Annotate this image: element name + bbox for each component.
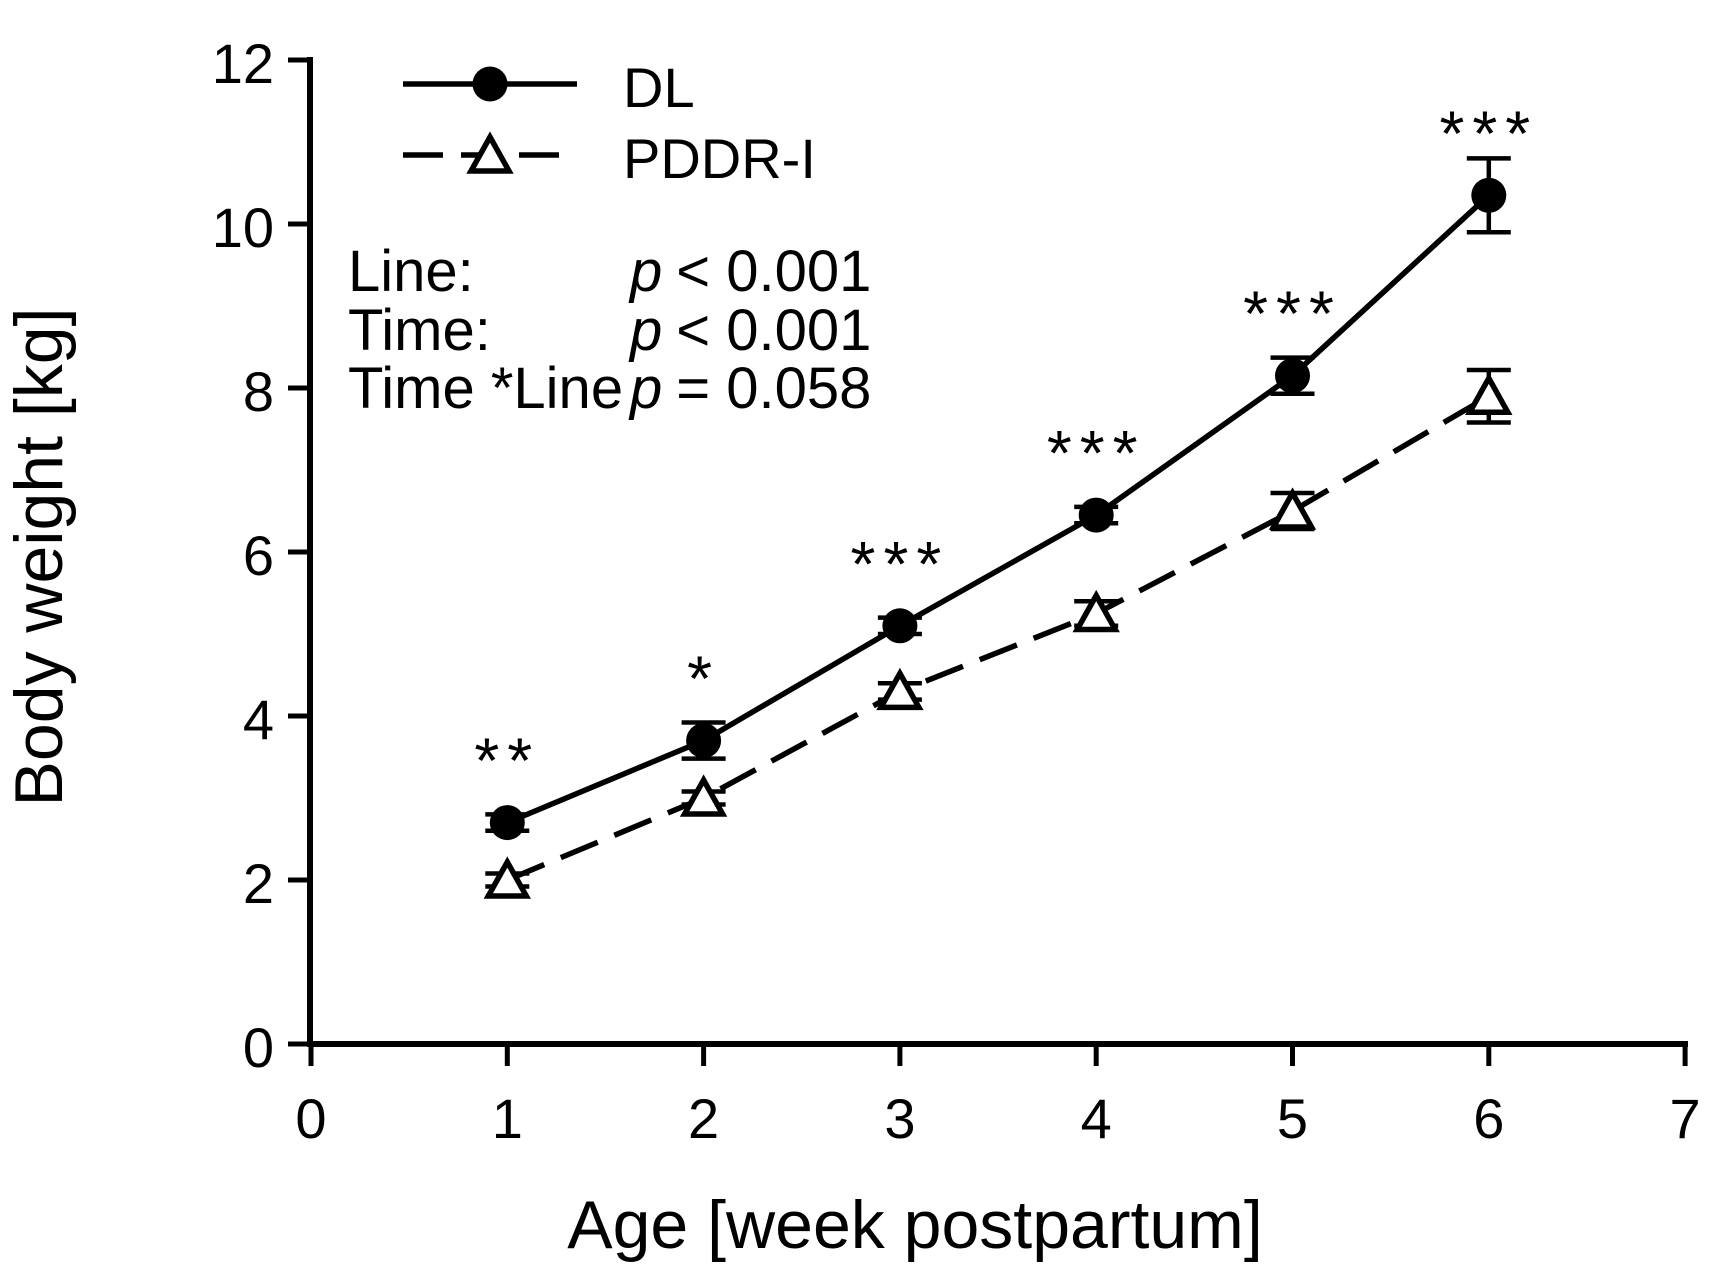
p-comparison: < 0.001 <box>676 298 871 363</box>
x-tick-label: 4 <box>1081 1087 1112 1150</box>
y-tick-label: 10 <box>212 196 274 259</box>
stats-row-label: Time *Line <box>348 356 623 421</box>
dl-marker-week-1 <box>489 805 525 841</box>
x-tick-label: 2 <box>688 1087 719 1150</box>
p-symbol: p <box>628 239 662 304</box>
x-tick-label: 5 <box>1277 1087 1308 1150</box>
stats-row-pvalue: p < 0.001 <box>628 298 871 363</box>
p-comparison: < 0.001 <box>676 239 871 304</box>
x-tick-label: 6 <box>1473 1087 1504 1150</box>
x-tick-label: 1 <box>492 1087 523 1150</box>
p-symbol: p <box>628 356 662 421</box>
significance-week-2: * <box>687 643 720 715</box>
significance-week-5: *** <box>1243 278 1342 350</box>
series-dl <box>485 156 1511 841</box>
pddr-i-series-line <box>506 393 1491 883</box>
pddr-i-marker-week-3 <box>876 667 924 711</box>
x-tick-label: 7 <box>1670 1087 1701 1150</box>
dl-marker-week-6 <box>1471 177 1507 213</box>
stats-row-label: Time: <box>348 298 491 363</box>
significance-week-6: *** <box>1439 97 1538 169</box>
pddr-i-marker-week-4 <box>1072 589 1120 633</box>
dl-marker-week-3 <box>882 608 918 644</box>
y-axis-title: Body weight [kg] <box>1 308 77 807</box>
x-tick-label: 0 <box>295 1087 326 1150</box>
legend-label: PDDR-I <box>623 127 816 190</box>
pddr-i-marker-week-1 <box>483 856 531 899</box>
significance-week-1: ** <box>474 725 540 797</box>
p-comparison: = 0.058 <box>676 356 871 421</box>
pddr-i-marker-week-6 <box>1465 372 1513 415</box>
dl-marker-week-5 <box>1275 358 1310 394</box>
stats-row-label: Line: <box>348 239 474 304</box>
stats-row-pvalue: p < 0.001 <box>628 239 871 304</box>
stats-row-pvalue: p = 0.058 <box>628 356 871 421</box>
y-tick-label: 2 <box>243 852 274 915</box>
y-tick-label: 6 <box>243 524 274 587</box>
dl-series-line <box>506 193 1491 826</box>
legend-label: DL <box>623 56 695 119</box>
p-symbol: p <box>628 298 662 363</box>
significance-week-3: *** <box>851 528 950 600</box>
legend-item: DL <box>403 56 695 119</box>
y-tick-label: 4 <box>243 688 274 751</box>
dl-marker-week-2 <box>686 723 722 759</box>
y-tick-label: 8 <box>243 360 274 423</box>
y-tick-label: 0 <box>243 1016 274 1079</box>
legend: DL PDDR-I <box>403 56 816 190</box>
pddr-i-marker-week-5 <box>1268 487 1317 530</box>
series-pddr-i <box>483 367 1513 899</box>
pddr-i-marker-week-2 <box>679 774 728 817</box>
significance-week-4: *** <box>1047 417 1146 489</box>
x-axis-title: Age [week postpartum] <box>567 1187 1262 1263</box>
legend-circle-marker <box>472 66 508 102</box>
legend-triangle-marker <box>466 131 514 174</box>
y-tick-label: 12 <box>212 32 274 95</box>
x-tick-label: 3 <box>884 1087 915 1150</box>
legend-item: PDDR-I <box>403 127 816 190</box>
dl-marker-week-4 <box>1078 497 1114 533</box>
